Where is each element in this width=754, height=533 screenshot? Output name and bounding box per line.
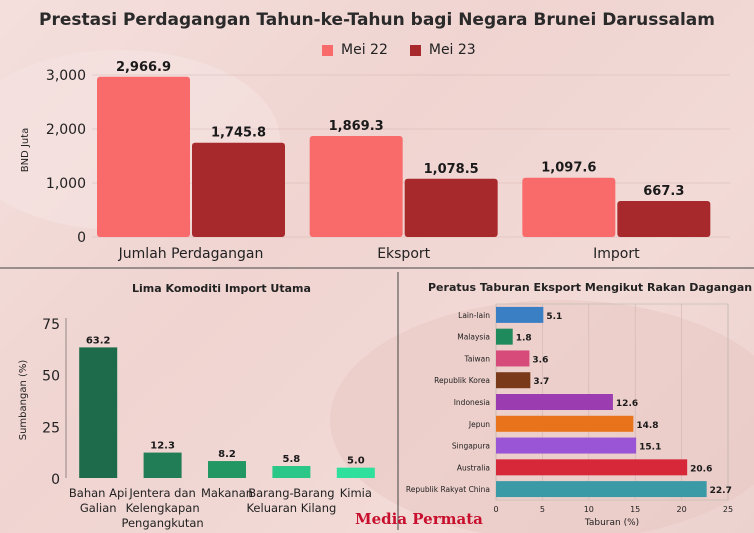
legend: Mei 22 Mei 23	[322, 42, 476, 58]
data-label: 8.2	[218, 449, 236, 460]
bar-mei-22	[309, 136, 403, 237]
data-label: 22.7	[710, 486, 732, 496]
brand-logo: Media Permata	[355, 510, 483, 528]
bar-import	[143, 452, 182, 478]
data-label: 1,869.3	[329, 119, 384, 134]
data-label: 20.6	[690, 464, 712, 474]
data-label: 667.3	[643, 184, 684, 199]
y-axis-label: BND Juta	[20, 128, 31, 173]
x-tick-label: 5	[540, 505, 545, 514]
x-tick-label: Jumlah Perdagangan	[118, 246, 264, 262]
data-label: 12.3	[150, 441, 175, 452]
bar-export	[496, 481, 707, 498]
bar-mei-23	[617, 200, 711, 237]
y-tick-label: 0	[51, 472, 60, 488]
legend-swatch-mei22	[322, 44, 333, 56]
bar-mei-22	[522, 177, 616, 237]
x-tick-label: 25	[723, 505, 733, 514]
y-tick-label: Indonesia	[454, 398, 490, 407]
y-tick-label: 0	[77, 230, 86, 246]
bar-import	[79, 347, 118, 478]
bar-export	[496, 459, 688, 476]
x-tick-label: 20	[677, 505, 687, 514]
main-title: Prestasi Perdagangan Tahun-ke-Tahun bagi…	[39, 10, 715, 30]
y-tick-label: 1,000	[46, 176, 86, 192]
bar-import	[272, 466, 311, 478]
x-tick-label: Bahan Api	[69, 486, 128, 500]
y-tick-label: 25	[42, 420, 60, 436]
x-tick-label: 15	[630, 505, 640, 514]
data-label: 5.8	[283, 454, 301, 465]
data-label: 12.6	[616, 399, 638, 409]
legend-label-mei22: Mei 22	[341, 42, 388, 58]
x-axis-label: Taburan (%)	[584, 518, 639, 528]
legend-item-mei22: Mei 22	[322, 42, 388, 58]
data-label: 1,097.6	[541, 161, 596, 176]
y-tick-label: Australia	[457, 463, 490, 472]
data-label: 1,745.8	[211, 126, 266, 141]
x-tick-label: Pengangkutan	[121, 516, 203, 530]
data-label: 63.2	[86, 335, 111, 346]
bar-export	[496, 437, 637, 454]
bar-export	[496, 372, 531, 389]
data-label: 2,966.9	[116, 60, 171, 75]
bar-export	[496, 328, 513, 345]
import-chart-title: Lima Komoditi Import Utama	[132, 282, 311, 295]
export-chart-title: Peratus Taburan Eksport Mengikut Rakan D…	[428, 281, 753, 294]
bar-export	[496, 350, 530, 367]
y-tick-label: 2,000	[46, 122, 86, 138]
data-label: 15.1	[639, 443, 661, 453]
x-tick-label: Kelengkapan	[126, 501, 200, 515]
bar-export	[496, 306, 544, 323]
y-tick-label: Jepun	[468, 420, 490, 429]
bar-mei-23	[404, 178, 498, 237]
data-label: 1.8	[516, 334, 532, 344]
y-tick-label: 50	[42, 369, 60, 385]
bar-mei-22	[97, 76, 190, 237]
y-tick-label: Malaysia	[457, 333, 490, 342]
x-tick-label: 0	[493, 505, 498, 514]
x-tick-label: Jentera dan	[128, 486, 195, 500]
x-tick-label: Eksport	[377, 246, 430, 262]
x-tick-label: 10	[584, 505, 594, 514]
x-tick-label: Keluaran Kilang	[246, 501, 336, 515]
bar-import	[336, 467, 375, 478]
legend-swatch-mei23	[409, 44, 421, 56]
x-tick-label: Kimia	[340, 486, 372, 500]
x-tick-label: Import	[593, 246, 640, 262]
bar-export	[496, 394, 613, 410]
bar-mei-23	[192, 142, 285, 237]
y-tick-label: 3,000	[46, 68, 86, 84]
data-label: 3.7	[533, 377, 549, 387]
x-tick-label: Barang-Barang	[248, 486, 334, 500]
x-tick-label: Makanan	[201, 486, 253, 500]
y-axis-label: Sumbangan (%)	[18, 360, 29, 441]
data-label: 14.8	[636, 421, 658, 431]
bar-export	[496, 415, 634, 432]
y-tick-label: Republik Rakyat China	[406, 485, 490, 494]
y-tick-label: Lain-lain	[458, 311, 490, 320]
data-label: 5.0	[347, 456, 365, 467]
y-tick-label: Taiwan	[463, 354, 490, 363]
data-label: 3.6	[532, 355, 548, 365]
y-tick-label: Republik Korea	[434, 376, 490, 385]
y-tick-label: 75	[42, 317, 60, 333]
x-tick-label: Galian	[80, 501, 117, 515]
data-label: 5.1	[546, 312, 562, 322]
legend-label-mei23: Mei 23	[428, 42, 476, 58]
y-tick-label: Singapura	[452, 442, 490, 451]
bar-import	[208, 461, 246, 478]
legend-item-mei23: Mei 23	[409, 42, 476, 58]
data-label: 1,078.5	[424, 162, 479, 177]
